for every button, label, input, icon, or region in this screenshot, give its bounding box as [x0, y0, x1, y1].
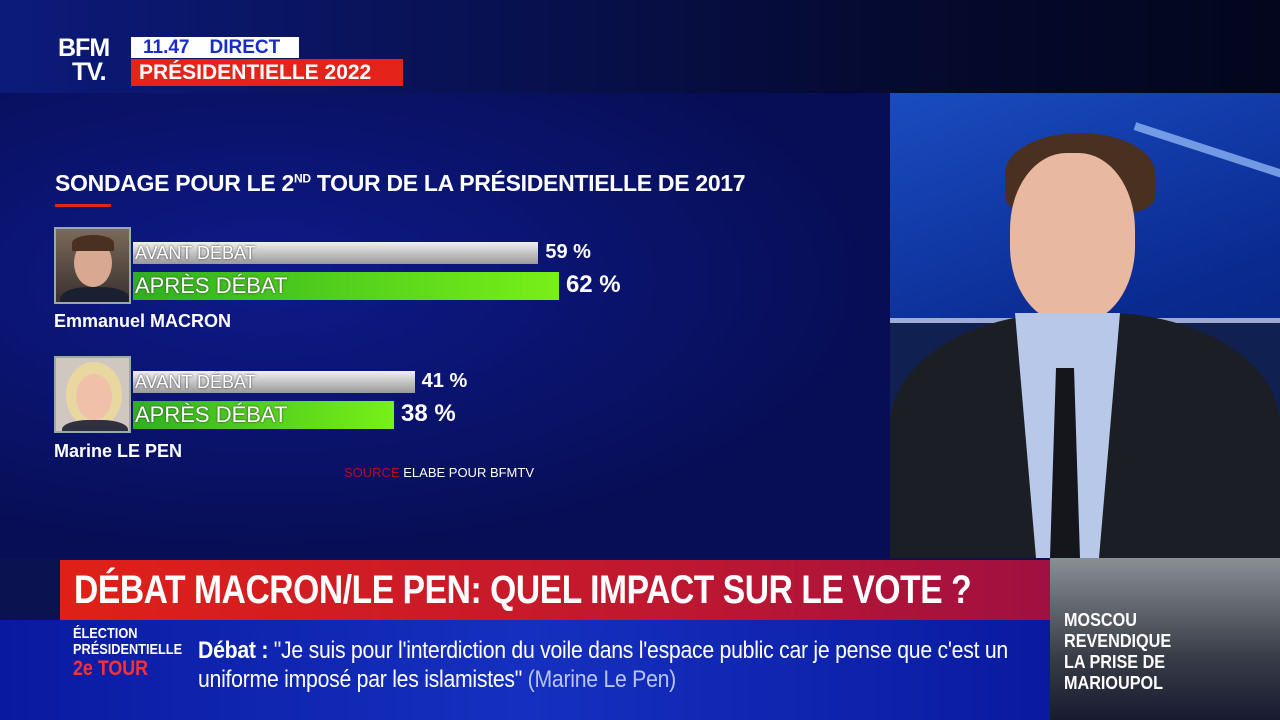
- le-pen-photo: [54, 356, 131, 433]
- programme-badge: PRÉSIDENTIELLE 2022: [131, 59, 403, 86]
- bar-value-label: 59 %: [545, 241, 591, 263]
- live-label: DIRECT: [209, 37, 281, 58]
- bar-avant-1: AVANT DÉBAT: [133, 371, 415, 393]
- bar-value-label: 38 %: [401, 400, 456, 427]
- candidate-name: Emmanuel MACRON: [54, 311, 232, 331]
- title-underline: [55, 204, 111, 207]
- bar-avant-0: AVANT DÉBAT: [133, 242, 539, 264]
- candidate-name: Marine LE PEN: [54, 441, 183, 461]
- presenter-video: [890, 93, 1280, 558]
- news-inset: MOSCOU REVENDIQUE LA PRISE DE MARIOUPOL: [1050, 558, 1280, 720]
- bar-value-label: 41 %: [421, 370, 468, 392]
- bar-value-label: 62 %: [565, 271, 621, 298]
- bar-apres-1: APRÈS DÉBAT: [133, 401, 395, 429]
- source-note: SOURCE ELABE POUR BFMTV: [344, 465, 534, 480]
- bar-apres-0: APRÈS DÉBAT: [133, 272, 559, 300]
- macron-photo: [54, 227, 131, 304]
- chart-background: [0, 93, 890, 558]
- election-tag: ÉLECTION PRÉSIDENTIELLE 2e TOUR: [73, 625, 183, 680]
- news-ticker: [0, 620, 1050, 720]
- live-badge: 11.47 DIRECT: [131, 37, 299, 58]
- ticker-quote: Débat : "Je suis pour l'interdiction du …: [198, 637, 1008, 693]
- chart-title: SONDAGE POUR LE 2ND TOUR DE LA PRÉSIDENT…: [55, 170, 746, 196]
- time: 11.47: [143, 37, 190, 58]
- headline-banner: DÉBAT MACRON/LE PEN: QUEL IMPACT SUR LE …: [60, 560, 1050, 620]
- headline-text: DÉBAT MACRON/LE PEN: QUEL IMPACT SUR LE …: [74, 568, 972, 612]
- bfmtv-logo: BFM TV.: [58, 34, 110, 86]
